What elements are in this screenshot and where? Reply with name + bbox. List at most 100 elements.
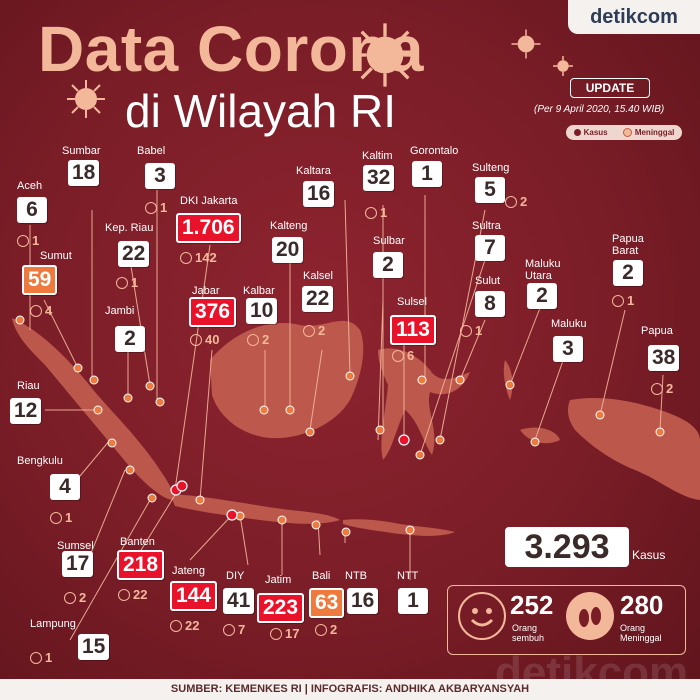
province-name-babel: Babel	[137, 145, 166, 157]
update-badge: UPDATE	[570, 78, 650, 98]
province-deaths-bali: 2	[315, 622, 337, 637]
smile-icon	[458, 592, 506, 640]
province-deaths-banten: 22	[118, 587, 147, 602]
province-cases-ntb: 16	[347, 588, 379, 614]
province-name-sultra: Sultra	[472, 220, 501, 232]
province-name-dki: DKI Jakarta	[180, 195, 238, 207]
death-icon	[223, 623, 235, 636]
province-cases-maluku: 3	[553, 336, 583, 362]
title-line1: Data Corona	[38, 13, 424, 85]
province-deaths-aceh: 1	[17, 233, 39, 248]
deaths-label: Orang Meninggal	[620, 623, 662, 643]
province-name-sulbar: Sulbar	[373, 235, 405, 247]
province-name-sumbar: Sumbar	[62, 145, 101, 157]
province-name-banten: Banten	[120, 536, 155, 548]
province-name-sumsel: Sumsel	[57, 540, 94, 552]
province-deaths-jabar: 40	[190, 332, 219, 347]
province-cases-jatim: 223	[257, 593, 305, 623]
province-deaths-jateng: 22	[170, 618, 199, 633]
province-name-riau: Riau	[17, 380, 40, 392]
province-cases-pabar: 2	[613, 260, 643, 286]
province-cases-sultra: 7	[475, 235, 505, 261]
province-cases-riau: 12	[10, 398, 42, 424]
province-deaths-value: 22	[133, 587, 148, 602]
province-cases-sulut: 8	[475, 291, 505, 317]
death-icon	[30, 304, 42, 317]
province-deaths-value: 1	[32, 233, 40, 248]
province-deaths-lampung: 1	[30, 650, 52, 665]
death-icon	[315, 623, 327, 636]
province-cases-gorontalo: 1	[412, 161, 442, 187]
death-icon	[170, 619, 182, 632]
province-cases-kaltim: 32	[363, 165, 395, 191]
province-deaths-value: 6	[407, 348, 415, 363]
death-icon	[50, 511, 62, 524]
province-name-ntt: NTT	[397, 570, 419, 582]
province-deaths-value: 2	[79, 590, 87, 605]
province-cases-malut: 2	[527, 283, 557, 309]
death-icon	[64, 591, 76, 604]
province-deaths-sulsel: 6	[392, 348, 414, 363]
province-deaths-value: 2	[330, 622, 338, 637]
province-name-kalsel: Kalsel	[303, 270, 333, 282]
province-deaths-value: 2	[318, 323, 326, 338]
province-deaths-jatim: 17	[270, 626, 299, 641]
province-cases-sulteng: 5	[475, 177, 505, 203]
recovered-count: 252	[510, 590, 554, 620]
province-deaths-value: 17	[285, 626, 300, 641]
province-name-kaltim: Kaltim	[362, 150, 393, 162]
province-deaths-diy: 7	[223, 622, 245, 637]
feet-icon	[566, 592, 614, 640]
source-footer: SUMBER: KEMENKES RI | INFOGRAFIS: ANDHIK…	[0, 679, 700, 700]
province-deaths-kepriau: 1	[116, 275, 138, 290]
legend-deaths: Meninggal	[622, 128, 674, 137]
death-icon	[505, 195, 517, 208]
virus-icon	[511, 29, 541, 59]
death-icon	[460, 324, 472, 337]
province-name-jabar: Jabar	[192, 285, 220, 297]
deaths-count: 280	[620, 590, 664, 620]
province-deaths-value: 1	[160, 200, 168, 215]
province-cases-ntt: 1	[398, 588, 428, 614]
virus-icon	[353, 23, 417, 87]
province-name-jatim: Jatim	[265, 574, 292, 586]
province-name-gorontalo: Gorontalo	[410, 145, 459, 157]
province-cases-kalbar: 10	[246, 298, 278, 324]
province-deaths-value: 2	[666, 381, 674, 396]
province-name-jambi: Jambi	[105, 305, 135, 317]
death-icon	[118, 588, 130, 601]
total-cases-unit: Kasus	[632, 548, 666, 562]
death-icon	[30, 651, 42, 664]
province-deaths-value: 2	[262, 332, 270, 347]
death-icon	[303, 324, 315, 337]
death-icon	[116, 276, 128, 289]
province-cases-papua: 38	[648, 345, 680, 371]
province-deaths-dki: 142	[180, 250, 217, 265]
province-cases-jateng: 144	[170, 581, 218, 611]
virus-icon	[67, 80, 105, 118]
province-cases-dki: 1.706	[176, 213, 241, 243]
province-deaths-pabar: 1	[612, 293, 634, 308]
province-cases-jambi: 2	[115, 326, 145, 352]
province-deaths-value: 2	[520, 194, 528, 209]
province-cases-sumsel: 17	[62, 551, 94, 577]
province-name-kaltara: Kaltara	[296, 165, 331, 177]
case-dot-icon	[573, 129, 581, 136]
death-icon	[17, 234, 29, 247]
legend-cases: Kasus	[573, 128, 608, 137]
death-icon	[247, 333, 259, 346]
province-cases-sulsel: 113	[390, 315, 436, 345]
province-name-sulut: Sulut	[475, 275, 501, 287]
province-deaths-kalbar: 2	[247, 332, 269, 347]
province-cases-sumbar: 18	[68, 160, 100, 186]
province-cases-lampung: 15	[78, 634, 110, 660]
province-deaths-value: 1	[380, 205, 388, 220]
province-name-sumut: Sumut	[40, 250, 72, 262]
death-icon	[622, 128, 632, 137]
province-cases-sulbar: 2	[373, 252, 403, 278]
province-deaths-value: 4	[45, 303, 53, 318]
province-cases-sumut: 59	[22, 265, 58, 295]
province-cases-kalsel: 22	[302, 286, 334, 312]
province-name-bengkulu: Bengkulu	[17, 455, 63, 467]
death-icon	[180, 251, 192, 264]
